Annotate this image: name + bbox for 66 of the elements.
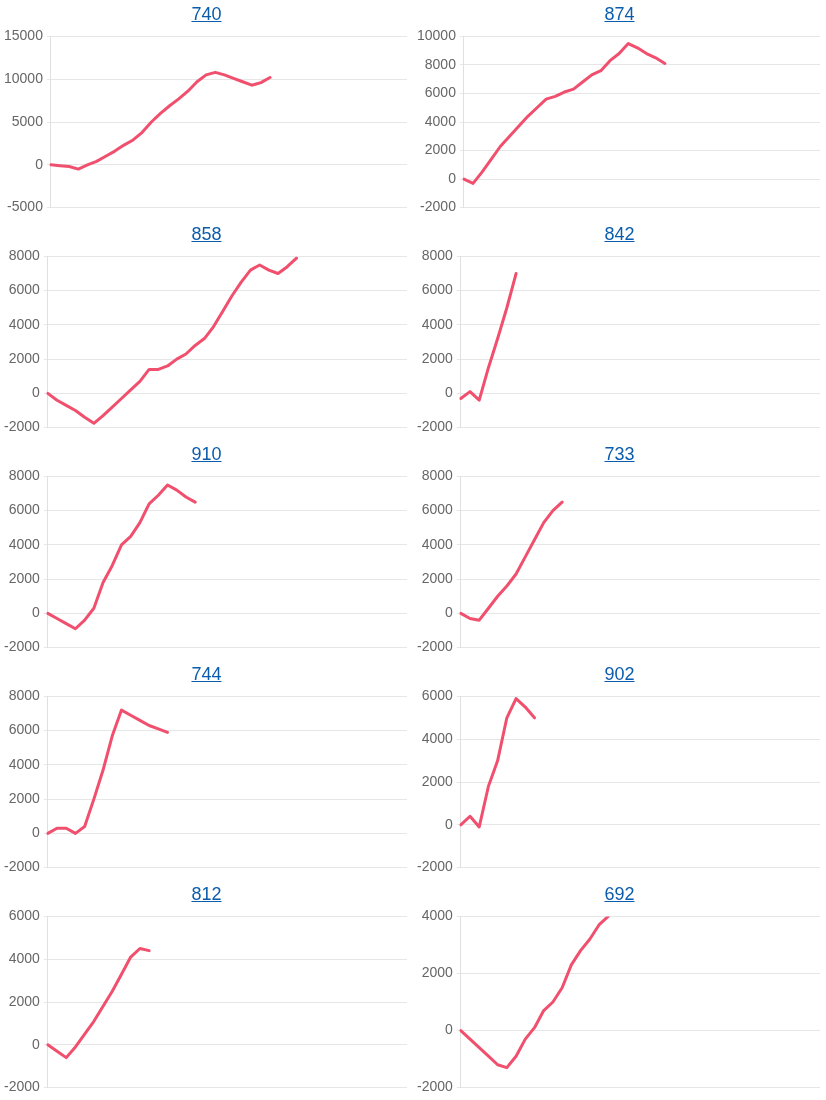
y-tick-label: -2000: [416, 1078, 454, 1095]
chart-title: 733: [604, 444, 635, 464]
y-tick-label: 0: [32, 384, 41, 401]
y-tick-label: 6000: [8, 721, 41, 738]
y-tick-label: 2000: [424, 141, 457, 158]
y-tick-label: 6000: [421, 501, 454, 518]
y-tick-label: -2000: [3, 1078, 41, 1095]
y-tick-label: 2000: [421, 964, 454, 981]
chart-title: 910: [191, 444, 222, 464]
y-tick-label: -2000: [416, 858, 454, 875]
y-tick-label: 8000: [8, 687, 41, 704]
y-tick-label: 10000: [3, 70, 44, 87]
y-tick-label: 6000: [8, 907, 41, 924]
y-tick-label: 6000: [421, 687, 454, 704]
y-tick-label: 4000: [424, 112, 457, 129]
y-tick-label: 2000: [421, 772, 454, 789]
y-tick-label: 8000: [424, 55, 457, 72]
y-tick-label: 10000: [416, 27, 457, 44]
y-tick-label: 8000: [421, 467, 454, 484]
y-tick-label: 4000: [421, 535, 454, 552]
y-tick-label: 2000: [8, 569, 41, 586]
chart-title: 744: [191, 664, 222, 684]
y-tick-label: 4000: [421, 730, 454, 747]
y-tick-label: 2000: [8, 789, 41, 806]
y-tick-label: 4000: [8, 535, 41, 552]
y-tick-label: -2000: [416, 418, 454, 435]
y-tick-label: 2000: [8, 992, 41, 1009]
chart-title: 812: [191, 884, 222, 904]
y-tick-label: -2000: [3, 418, 41, 435]
y-tick-label: -2000: [3, 858, 41, 875]
y-tick-label: 0: [445, 815, 454, 832]
y-tick-label: 0: [445, 604, 454, 621]
y-tick-label: 4000: [8, 315, 41, 332]
y-tick-label: 15000: [3, 27, 44, 44]
y-tick-label: 0: [32, 824, 41, 841]
y-tick-label: -2000: [420, 198, 457, 215]
y-tick-label: 8000: [8, 247, 41, 264]
y-tick-label: 2000: [421, 349, 454, 366]
y-tick-label: 2000: [421, 569, 454, 586]
y-tick-label: 0: [32, 1035, 41, 1052]
y-tick-label: 0: [32, 604, 41, 621]
y-tick-label: -2000: [3, 638, 41, 655]
y-tick-label: 4000: [421, 315, 454, 332]
y-tick-label: -2000: [416, 638, 454, 655]
y-tick-label: 2000: [8, 349, 41, 366]
y-tick-label: 0: [448, 169, 457, 186]
chart-title: 902: [604, 664, 635, 684]
y-tick-label: 5000: [11, 112, 44, 129]
y-tick-label: 8000: [421, 247, 454, 264]
y-tick-label: 4000: [421, 907, 454, 924]
y-tick-label: 6000: [8, 281, 41, 298]
y-tick-label: -5000: [7, 198, 44, 215]
y-tick-label: 0: [445, 384, 454, 401]
y-tick-label: 6000: [424, 84, 457, 101]
y-tick-label: 0: [35, 155, 44, 172]
y-tick-label: 6000: [8, 501, 41, 518]
chart-title: 740: [191, 4, 222, 24]
chart-title: 858: [191, 224, 222, 244]
y-tick-label: 6000: [421, 281, 454, 298]
chart-title: 874: [604, 4, 635, 24]
y-tick-label: 4000: [8, 755, 41, 772]
y-tick-label: 4000: [8, 950, 41, 967]
chart-title: 842: [604, 224, 635, 244]
y-tick-label: 0: [445, 1021, 454, 1038]
y-tick-label: 8000: [8, 467, 41, 484]
chart-title: 692: [604, 884, 635, 904]
